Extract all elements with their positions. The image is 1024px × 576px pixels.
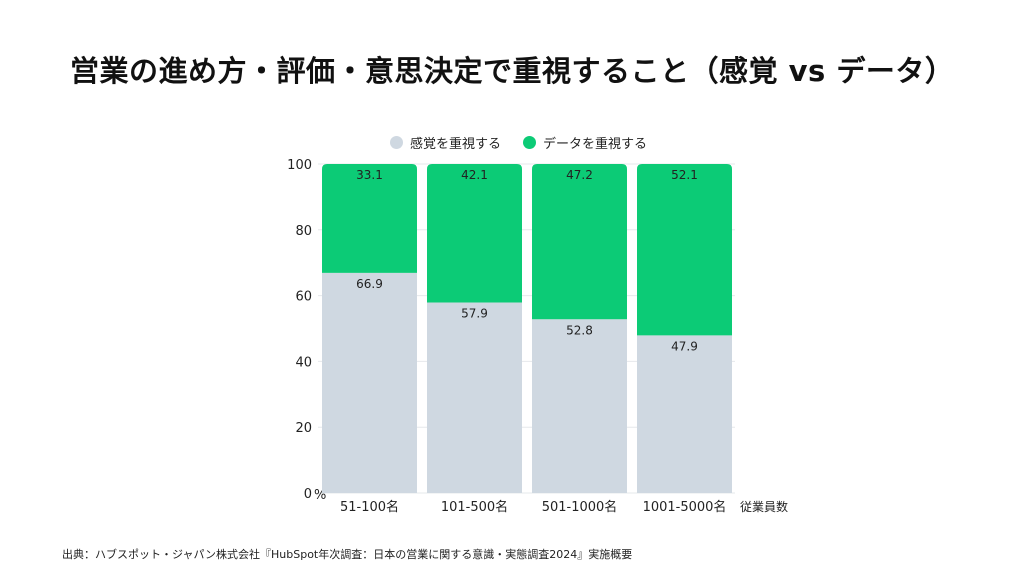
legend-label-data: データを重視する [543, 137, 648, 152]
y-tick-label: 80 [295, 224, 312, 239]
data-label-data: 52.1 [671, 168, 698, 182]
data-label-feeling: 47.9 [671, 339, 698, 353]
y-tick-label: 20 [295, 421, 312, 436]
data-label-feeling: 52.8 [566, 323, 593, 337]
bar-segment-data[interactable] [532, 164, 627, 320]
legend-item-feeling: 感覚を重視する [390, 133, 501, 152]
x-tick-label: 1001-5000名 [643, 499, 727, 515]
legend-swatch-feeling [390, 136, 403, 149]
legend-label-feeling: 感覚を重視する [410, 137, 502, 152]
data-label-data: 33.1 [356, 168, 383, 182]
y-tick-label: 40 [295, 355, 312, 370]
bar-segment-feeling[interactable] [637, 335, 732, 493]
data-label-data: 42.1 [461, 168, 488, 182]
chart-legend: 感覚を重視する データを重視する [390, 133, 669, 152]
chart-title: 営業の進め方・評価・意思決定で重視すること（感覚 vs データ） [70, 54, 955, 88]
y-tick-label: 100 [287, 158, 312, 173]
bar-segment-data[interactable] [637, 164, 732, 336]
x-tick-label: 101-500名 [441, 499, 508, 515]
data-label-data: 47.2 [566, 168, 593, 182]
data-label-feeling: 66.9 [356, 277, 383, 291]
bar-segment-feeling[interactable] [322, 272, 417, 493]
bar-segment-feeling[interactable] [427, 302, 522, 493]
bar-segment-data[interactable] [427, 164, 522, 303]
x-axis-title: 従業員数 [740, 499, 788, 514]
y-tick-label: 60 [295, 290, 312, 305]
legend-swatch-data [523, 136, 537, 149]
bar-segment-data[interactable] [322, 164, 417, 273]
x-tick-label: 501-1000名 [542, 499, 618, 515]
legend-item-data: データを重視する [523, 133, 647, 152]
source-note: 出典：ハブスポット・ジャパン株式会社『HubSpot年次調査：日本の営業に関する… [62, 548, 633, 561]
y-tick-label: 0 [304, 487, 312, 502]
bar-segment-feeling[interactable] [532, 319, 627, 493]
data-label-feeling: 57.9 [461, 307, 488, 321]
x-tick-label: 51-100名 [340, 499, 399, 515]
